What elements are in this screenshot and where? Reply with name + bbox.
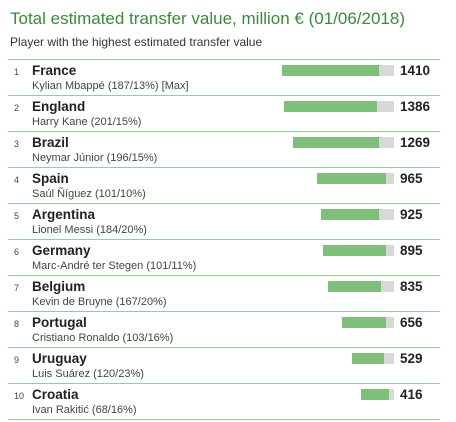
chart-title: Total estimated transfer value, million …	[10, 9, 405, 28]
bar-fill	[321, 209, 379, 220]
value-bar	[282, 65, 394, 76]
player-info: Saúl Ñíguez (101/10%)	[32, 188, 146, 200]
country-name: France	[32, 63, 77, 78]
player-info: Luis Suárez (120/23%)	[32, 368, 144, 380]
ranking-row: 2 England Harry Kane (201/15%) 1386	[8, 96, 440, 132]
bar-top-player-share	[381, 281, 394, 292]
value-bar	[284, 101, 394, 112]
bar-top-player-share	[386, 173, 394, 184]
player-info: Kylian Mbappé (187/13%) [Max]	[32, 80, 189, 92]
bar-fill	[284, 101, 377, 112]
value-label: 656	[400, 315, 423, 330]
bar-top-player-share	[384, 353, 394, 364]
player-info: Kevin de Bruyne (167/20%)	[32, 296, 167, 308]
bar-fill	[323, 245, 386, 256]
bar-fill	[317, 173, 386, 184]
player-info: Ivan Rakitić (68/16%)	[32, 404, 137, 416]
rank-number: 1	[14, 67, 20, 77]
rank-number: 5	[14, 211, 20, 221]
bar-fill	[328, 281, 381, 292]
value-label: 965	[400, 171, 423, 186]
ranking-row: 7 Belgium Kevin de Bruyne (167/20%) 835	[8, 276, 440, 312]
value-label: 1386	[400, 99, 431, 114]
rank-number: 6	[14, 247, 20, 257]
bar-top-player-share	[379, 209, 394, 220]
country-name: Spain	[32, 171, 69, 186]
bar-top-player-share	[379, 137, 394, 148]
rank-number: 8	[14, 319, 20, 329]
country-name: Uruguay	[32, 351, 87, 366]
value-bar	[323, 245, 394, 256]
ranking-row: 1 France Kylian Mbappé (187/13%) [Max] 1410	[8, 60, 440, 96]
country-name: Portugal	[32, 315, 87, 330]
player-info: Neymar Júnior (196/15%)	[32, 152, 158, 164]
rank-number: 10	[14, 391, 25, 401]
chart-subtitle: Player with the highest estimated transf…	[10, 35, 263, 49]
value-label: 1269	[400, 135, 431, 150]
country-name: Brazil	[32, 135, 69, 150]
player-info: Cristiano Ronaldo (103/16%)	[32, 332, 174, 344]
ranking-list: 1 France Kylian Mbappé (187/13%) [Max] 1410…	[8, 59, 440, 420]
rank-number: 3	[14, 139, 20, 149]
value-bar	[361, 389, 394, 400]
bar-top-player-share	[386, 317, 394, 328]
ranking-row: 10 Croatia Ivan Rakitić (68/16%) 416	[8, 384, 440, 420]
country-name: Germany	[32, 243, 91, 258]
value-bar	[342, 317, 394, 328]
bar-top-player-share	[377, 101, 394, 112]
value-bar	[352, 353, 394, 364]
bar-fill	[361, 389, 389, 400]
bar-top-player-share	[389, 389, 394, 400]
rank-number: 7	[14, 283, 20, 293]
bar-top-player-share	[379, 65, 394, 76]
value-bar	[317, 173, 394, 184]
ranking-row: 5 Argentina Lionel Messi (184/20%) 925	[8, 204, 440, 240]
ranking-row: 9 Uruguay Luis Suárez (120/23%) 529	[8, 348, 440, 384]
value-label: 925	[400, 207, 423, 222]
bar-top-player-share	[386, 245, 394, 256]
value-bar	[328, 281, 394, 292]
rank-number: 9	[14, 355, 20, 365]
bar-fill	[342, 317, 386, 328]
rank-number: 4	[14, 175, 20, 185]
value-label: 1410	[400, 63, 431, 78]
player-info: Harry Kane (201/15%)	[32, 116, 142, 128]
value-label: 835	[400, 279, 423, 294]
value-bar	[293, 137, 394, 148]
player-info: Lionel Messi (184/20%)	[32, 224, 147, 236]
ranking-row: 3 Brazil Neymar Júnior (196/15%) 1269	[8, 132, 440, 168]
value-label: 895	[400, 243, 423, 258]
country-name: Belgium	[32, 279, 86, 294]
bar-fill	[282, 65, 379, 76]
bar-fill	[352, 353, 384, 364]
country-name: Argentina	[32, 207, 96, 222]
ranking-row: 4 Spain Saúl Ñíguez (101/10%) 965	[8, 168, 440, 204]
value-label: 416	[400, 387, 423, 402]
value-label: 529	[400, 351, 423, 366]
player-info: Marc-André ter Stegen (101/11%)	[32, 260, 197, 272]
ranking-row: 8 Portugal Cristiano Ronaldo (103/16%) 656	[8, 312, 440, 348]
bar-fill	[293, 137, 379, 148]
value-bar	[321, 209, 394, 220]
ranking-row: 6 Germany Marc-André ter Stegen (101/11%) 8…	[8, 240, 440, 276]
rank-number: 2	[14, 103, 20, 113]
country-name: Croatia	[32, 387, 79, 402]
country-name: England	[32, 99, 86, 114]
